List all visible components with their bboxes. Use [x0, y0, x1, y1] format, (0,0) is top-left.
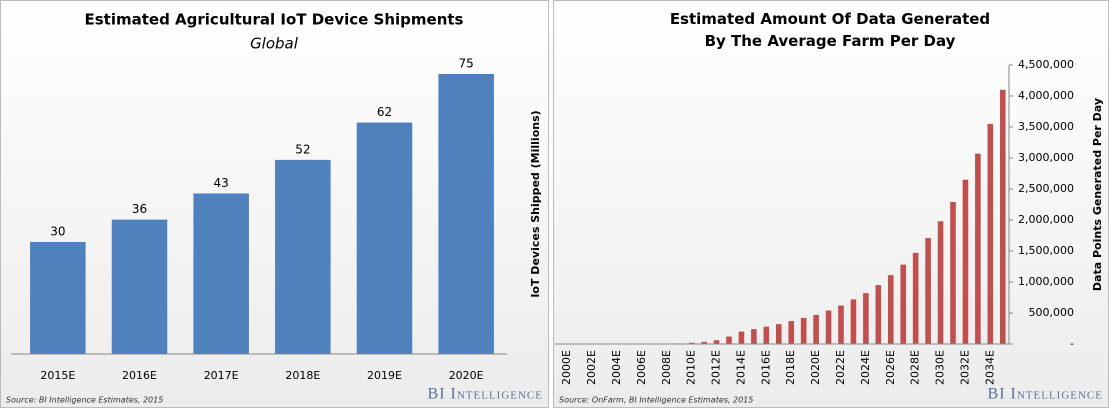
y-tick-label: 4,000,000: [1018, 89, 1074, 102]
x-tick-label: 2014E: [734, 350, 747, 385]
bar: [751, 329, 757, 344]
x-tick-label: 2004E: [610, 350, 623, 385]
bar: [825, 310, 832, 344]
bar: [975, 153, 981, 344]
bar: [987, 123, 994, 345]
y-tick-label: 3,500,000: [1018, 120, 1074, 133]
bar: [438, 74, 494, 354]
x-tick-label: 2034E: [983, 350, 996, 385]
chart-title: Estimated Amount Of Data Generated By Th…: [669, 10, 991, 50]
y-tick-label: 500,000: [1029, 306, 1075, 319]
x-tick-label: 2032E: [958, 350, 971, 385]
bar: [999, 89, 1006, 344]
x-tick-label: 2028E: [909, 350, 922, 385]
chart-title-box: Estimated Amount Of Data Generated By Th…: [669, 10, 991, 50]
bar: [356, 122, 413, 355]
bar: [838, 305, 844, 344]
x-tick-label: 2017E: [204, 369, 239, 382]
value-label: 75: [459, 57, 474, 71]
bar: [275, 159, 331, 354]
value-label: 62: [377, 105, 392, 119]
x-tick-label: 2019E: [367, 369, 402, 382]
x-tick-label: 2022E: [834, 350, 847, 385]
x-tick-label: 2020E: [809, 350, 822, 385]
value-label: 30: [50, 225, 65, 239]
y-tick-label: 3,000,000: [1018, 151, 1074, 164]
bar: [937, 221, 944, 344]
brand-logo: BI Intelligence: [988, 386, 1103, 403]
x-tick-label: 2018E: [784, 350, 797, 385]
chart-title: Estimated Agricultural IoT Device Shipme…: [85, 11, 464, 29]
y-tick-label: 2,000,000: [1018, 213, 1074, 226]
bar: [912, 252, 919, 344]
x-tick-label: 2010E: [685, 350, 698, 385]
x-tick-label: 2026E: [884, 350, 897, 385]
bar: [800, 317, 807, 344]
brand-logo: BI Intelligence: [428, 386, 543, 403]
bar: [738, 331, 745, 344]
x-tick-label: 2000E: [560, 350, 573, 385]
bar: [788, 321, 795, 344]
bar: [701, 341, 707, 344]
value-label: 36: [132, 202, 147, 216]
bar: [875, 285, 882, 344]
x-tick-label: 2016E: [122, 369, 157, 382]
x-tick-label: 2008E: [660, 350, 673, 385]
bar: [30, 242, 86, 354]
y-tick-label: 1,000,000: [1018, 275, 1074, 288]
x-tick-label: 2020E: [449, 369, 484, 382]
bar: [925, 237, 931, 344]
source-note: Source: BI Intelligence Estimates, 2015: [6, 396, 163, 405]
x-tick-label: 2012E: [710, 350, 723, 385]
source-note: Source: OnFarm, BI Intelligence Estimate…: [559, 396, 753, 405]
y-axis-label: Data Points Generated Per Day: [1091, 98, 1104, 291]
value-label: 52: [295, 142, 310, 156]
bar: [763, 326, 770, 344]
x-tick-label: 2006E: [635, 350, 648, 385]
value-label: 43: [214, 176, 229, 190]
bar: [900, 264, 907, 344]
bar: [950, 202, 956, 344]
x-tick-label: 2024E: [859, 350, 872, 385]
bar: [111, 219, 168, 354]
x-tick-label: 2002E: [585, 350, 598, 385]
y-axis-label: IoT Devices Shipped (Millions): [529, 110, 542, 297]
y-tick-label: 2,500,000: [1018, 182, 1074, 195]
bar: [726, 336, 732, 344]
bar: [863, 293, 869, 344]
chart-subtitle: Global: [250, 35, 299, 53]
y-tick-label: 4,500,000: [1018, 58, 1074, 71]
bar: [850, 299, 857, 344]
bar: [887, 275, 894, 344]
x-tick-label: 2016E: [759, 350, 772, 385]
x-tick-label: 2018E: [285, 369, 320, 382]
bar: [813, 314, 819, 344]
bar: [962, 179, 969, 344]
y-tick-label: -: [1070, 337, 1074, 350]
x-tick-label: 2030E: [934, 350, 947, 385]
y-tick-label: 1,500,000: [1018, 244, 1074, 257]
x-tick-label: 2015E: [40, 369, 75, 382]
bar: [688, 342, 695, 344]
bar: [193, 193, 249, 354]
bar: [713, 340, 720, 344]
bar: [775, 324, 782, 344]
